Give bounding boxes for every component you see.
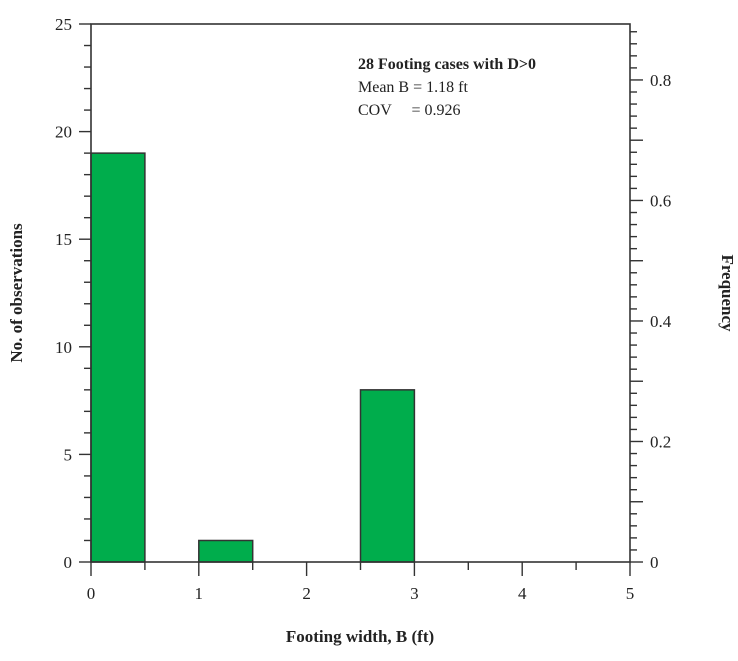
y2-axis-title: Frequency <box>718 254 737 332</box>
x-tick-label: 5 <box>626 584 635 603</box>
annotation-title: 28 Footing cases with D>0 <box>358 56 536 73</box>
y2-tick-label: 0.8 <box>650 71 671 90</box>
y-tick-label: 25 <box>55 15 72 34</box>
y-tick-label: 5 <box>64 445 73 464</box>
y2-tick-label: 0 <box>650 553 659 572</box>
x-tick-label: 1 <box>195 584 204 603</box>
y-tick-label: 10 <box>55 338 72 357</box>
x-tick-label: 0 <box>87 584 96 603</box>
x-axis-title: Footing width, B (ft) <box>286 627 434 646</box>
y2-tick-label: 0.6 <box>650 191 671 210</box>
x-tick-label: 3 <box>410 584 419 603</box>
y2-tick-label: 0.4 <box>650 312 672 331</box>
y-tick-label: 20 <box>55 123 72 142</box>
x-tick-label: 2 <box>302 584 311 603</box>
bar-2 <box>359 389 416 563</box>
bar-1 <box>198 539 254 563</box>
annotation-cov: COV = 0.926 <box>358 102 461 119</box>
annotation-mean: Mean B = 1.18 ft <box>358 79 468 96</box>
bar-0 <box>90 152 146 563</box>
x-tick-label: 4 <box>518 584 527 603</box>
y-axis-title: No. of observations <box>7 223 26 363</box>
y-tick-label: 15 <box>55 230 72 249</box>
y-tick-label: 0 <box>64 553 73 572</box>
y2-tick-label: 0.2 <box>650 432 671 451</box>
